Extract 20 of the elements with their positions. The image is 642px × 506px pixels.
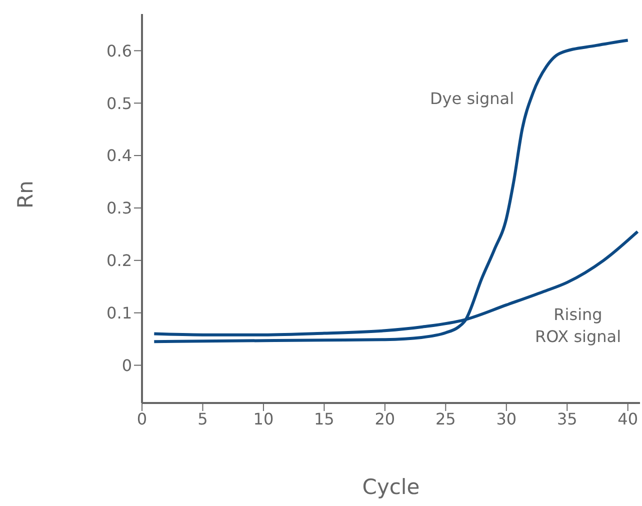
x-axis-title: Cycle — [362, 475, 420, 499]
y-tick-label: 0.2 — [106, 251, 132, 270]
y-tick-label: 0.5 — [106, 94, 132, 113]
y-axis-title: Rn — [13, 180, 38, 208]
x-tick-label: 20 — [374, 409, 396, 428]
series-label: Dye signal — [430, 89, 514, 108]
x-tick-label: 30 — [496, 409, 517, 428]
x-tick-label: 25 — [435, 409, 456, 428]
y-tick-label: 0.1 — [106, 304, 132, 323]
x-tick-label: 40 — [618, 409, 638, 428]
x-tick-label: 10 — [253, 409, 274, 428]
y-tick-label: 0.4 — [106, 146, 132, 166]
y-tick-label: 0 — [122, 356, 132, 375]
series-label: Rising ROX signal — [534, 305, 622, 346]
x-tick-label: 0 — [136, 409, 148, 428]
x-tick-label: 5 — [198, 409, 208, 428]
x-tick-label: 35 — [556, 409, 578, 428]
y-tick-label: 0.6 — [106, 41, 132, 60]
y-tick-label: 0.3 — [106, 198, 132, 218]
x-tick-label: 15 — [314, 409, 334, 428]
